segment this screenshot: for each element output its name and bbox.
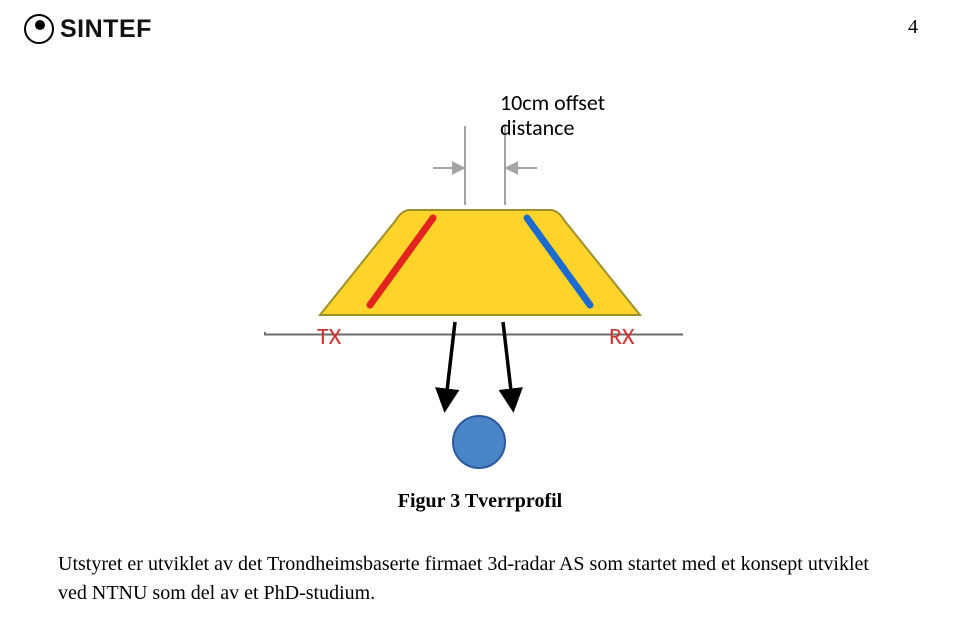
logo-text: SINTEF (60, 15, 152, 44)
offset-distance-label: 10cm offsetdistance (500, 90, 605, 141)
diagram-svg (245, 90, 715, 470)
rx-label: RX (609, 322, 635, 351)
brand-logo: SINTEF (24, 14, 152, 44)
tx-label: TX (317, 322, 341, 351)
logo-mark-icon (24, 14, 54, 44)
page-number: 4 (908, 16, 918, 39)
figure-caption: Figur 3 Tverrprofil (0, 490, 960, 513)
diagram-figure: 10cm offsetdistance TX RX (245, 90, 715, 470)
body-paragraph: Utstyret er utviklet av det Trondheimsba… (58, 550, 902, 608)
